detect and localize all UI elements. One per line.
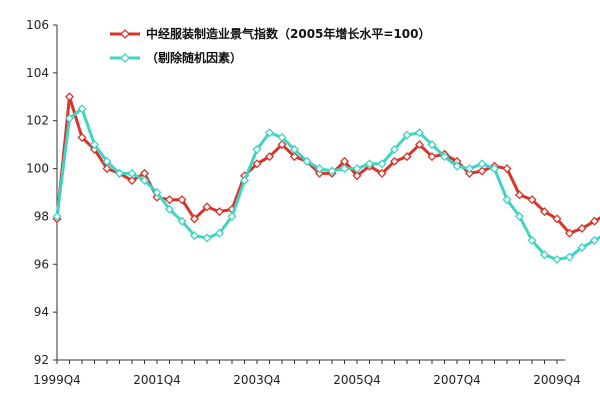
- legend-label: 中经服装制造业景气指数（2005年增长水平=100）: [146, 26, 431, 41]
- x-tick-label: 2009Q4: [533, 373, 581, 387]
- data-point: [427, 140, 437, 150]
- data-point: [427, 152, 437, 162]
- data-point: [302, 156, 312, 166]
- data-point: [139, 176, 150, 186]
- data-point: [252, 159, 262, 169]
- data-point: [177, 216, 187, 226]
- data-point: [539, 250, 550, 260]
- data-point: [489, 164, 500, 174]
- data-point: [389, 156, 400, 166]
- data-point: [64, 113, 75, 123]
- data-point: [264, 128, 275, 138]
- y-tick-label: 94: [34, 305, 49, 319]
- y-tick-label: 98: [34, 209, 49, 223]
- data-point: [464, 164, 475, 174]
- legend-swatch-marker: [120, 29, 130, 39]
- data-point: [127, 168, 137, 178]
- data-point: [402, 130, 412, 140]
- data-point: [77, 104, 87, 114]
- data-point: [202, 233, 212, 243]
- x-tick-label: 2003Q4: [233, 373, 281, 387]
- data-point: [477, 159, 487, 169]
- data-point: [352, 164, 362, 174]
- data-point: [564, 252, 575, 262]
- y-tick-label: 92: [34, 353, 49, 367]
- x-tick-label: 2001Q4: [133, 373, 181, 387]
- data-point: [514, 211, 525, 221]
- data-point: [464, 168, 475, 178]
- data-point: [289, 152, 300, 162]
- data-point: [414, 140, 425, 150]
- data-point: [377, 159, 387, 169]
- legend-label: （剔除随机因素）: [146, 50, 242, 65]
- data-point: [102, 156, 112, 166]
- x-tick-label: 1999Q4: [33, 373, 81, 387]
- data-point: [527, 195, 537, 205]
- data-point: [414, 128, 425, 138]
- data-point: [314, 164, 325, 174]
- data-point: [277, 132, 287, 142]
- data-point: [389, 144, 400, 154]
- data-point: [439, 152, 450, 162]
- data-point: [577, 243, 587, 253]
- data-point: [277, 140, 287, 150]
- data-point: [127, 176, 137, 186]
- y-tick-label: 102: [26, 114, 49, 128]
- data-point: [189, 214, 200, 224]
- data-point: [264, 152, 275, 162]
- data-point: [202, 202, 212, 212]
- legend: 中经服装制造业景气指数（2005年增长水平=100） （剔除随机因素）: [110, 26, 431, 65]
- data-point: [152, 187, 162, 198]
- data-point: [189, 231, 200, 241]
- y-tick-label: 96: [34, 257, 49, 271]
- y-tick-label: 100: [26, 162, 49, 176]
- series-layer: [52, 92, 600, 265]
- data-point: [564, 228, 575, 238]
- data-point: [339, 164, 350, 174]
- data-point: [502, 195, 512, 205]
- data-point: [539, 207, 550, 217]
- data-point: [214, 228, 225, 238]
- data-point: [164, 195, 175, 205]
- data-point: [514, 190, 525, 200]
- data-point: [352, 171, 362, 181]
- data-point: [227, 211, 237, 221]
- data-point: [552, 214, 562, 224]
- x-tick-label: 2007Q4: [433, 373, 481, 387]
- data-point: [589, 216, 600, 226]
- y-tick-label: 104: [26, 66, 49, 80]
- data-point: [89, 140, 100, 150]
- data-point: [552, 254, 562, 265]
- data-point: [52, 211, 62, 221]
- axes: 92 94 96 98 100 102 104 106 1999Q4 2001Q4 2003Q4 20…: [26, 18, 581, 387]
- data-point: [164, 204, 175, 214]
- data-point: [102, 164, 112, 174]
- data-point: [252, 144, 262, 154]
- legend-swatch-marker: [120, 53, 130, 63]
- data-point: [402, 152, 412, 162]
- data-point: [289, 144, 300, 154]
- data-point: [364, 159, 375, 169]
- data-point: [239, 176, 250, 186]
- data-point: [64, 92, 75, 102]
- data-point: [77, 132, 87, 142]
- data-point: [314, 168, 325, 178]
- data-point: [114, 168, 125, 178]
- data-point: [214, 207, 225, 217]
- x-tick-label: 2005Q4: [333, 373, 381, 387]
- data-point: [589, 235, 600, 245]
- data-point: [577, 223, 587, 233]
- series-line-2: [55, 107, 600, 261]
- data-point: [452, 161, 462, 171]
- data-point: [502, 164, 512, 174]
- data-point: [327, 166, 337, 176]
- data-point: [477, 166, 487, 176]
- y-tick-label: 106: [26, 18, 49, 32]
- data-point: [177, 195, 187, 205]
- data-point: [527, 235, 537, 245]
- data-point: [377, 168, 387, 178]
